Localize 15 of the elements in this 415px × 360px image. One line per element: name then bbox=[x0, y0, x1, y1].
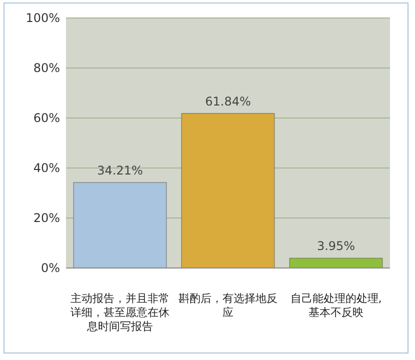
y-tick-label: 40% bbox=[33, 161, 60, 175]
bar bbox=[181, 113, 275, 268]
y-tick-label: 20% bbox=[33, 211, 60, 225]
x-tick-label: 自己能处理的处理, 基本不反映 bbox=[289, 292, 383, 320]
data-label: 61.84% bbox=[205, 94, 251, 108]
bar bbox=[73, 182, 167, 268]
x-tick-label: 斟酌后，有选择地反应 bbox=[178, 292, 278, 320]
y-tick-label: 100% bbox=[26, 11, 60, 25]
y-tick-label: 80% bbox=[33, 61, 60, 75]
data-label: 34.21% bbox=[97, 163, 143, 178]
data-label: 3.95% bbox=[316, 239, 356, 254]
x-tick-label: 主动报告，并且非常详细，甚至愿意在休息时间写报告 bbox=[70, 292, 170, 334]
y-tick-label: 60% bbox=[33, 111, 60, 125]
bar bbox=[289, 258, 383, 268]
y-tick-label: 0% bbox=[40, 261, 60, 275]
